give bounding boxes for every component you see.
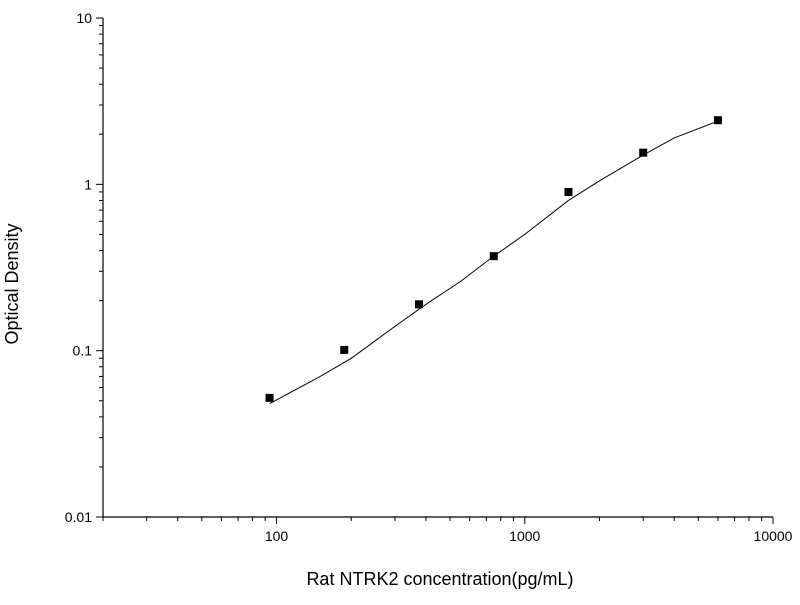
x-tick-label: 100: [265, 528, 289, 544]
data-point: [713, 116, 722, 125]
data-point: [340, 345, 349, 354]
y-tick-label: 0.1: [73, 343, 93, 359]
data-point: [415, 300, 424, 309]
y-tick-label: 10: [76, 10, 92, 26]
y-tick-label: 0.01: [65, 509, 92, 525]
x-tick-label: 1000: [509, 528, 540, 544]
x-tick-label: 10000: [754, 528, 793, 544]
axes-layer: 100 1000 10000 0.01 0.1 1 10: [65, 10, 793, 544]
data-points-layer: [265, 116, 722, 402]
y-axis-title: Optical Density: [2, 223, 22, 344]
x-axis-title: Rat NTRK2 concentration(pg/mL): [306, 569, 573, 589]
data-point: [265, 393, 274, 402]
data-point: [564, 187, 573, 196]
y-tick-label: 1: [84, 176, 92, 192]
data-point: [639, 148, 648, 157]
data-point: [489, 252, 498, 261]
